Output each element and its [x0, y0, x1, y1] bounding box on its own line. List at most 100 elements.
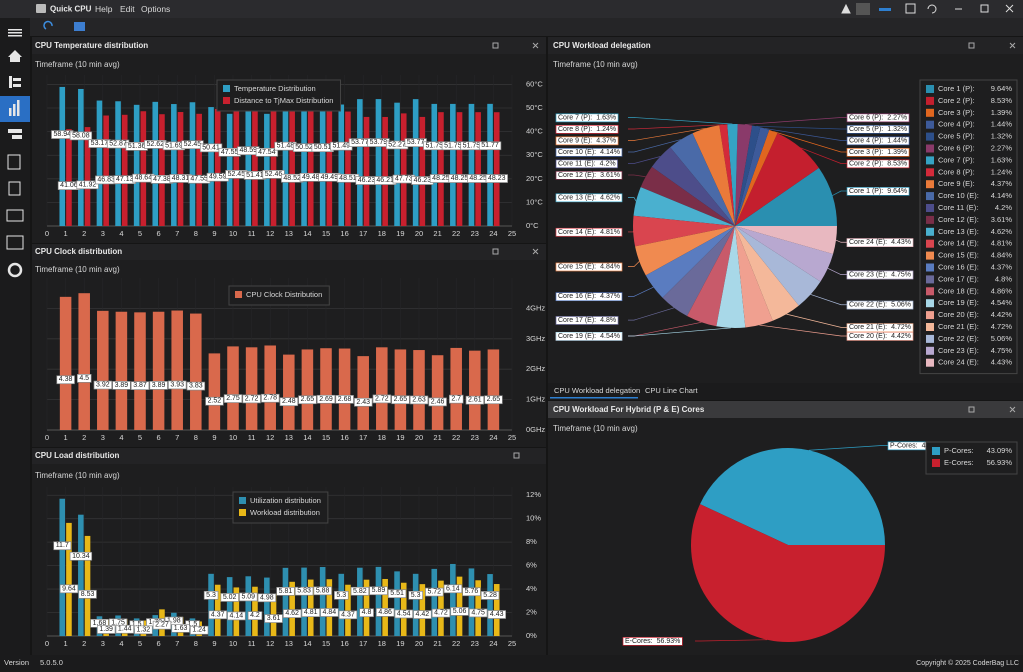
menu-item[interactable]: Help	[95, 4, 113, 14]
x-tick-label: 11	[248, 229, 256, 238]
bar	[214, 584, 221, 636]
float-button[interactable]	[968, 42, 975, 49]
x-tick-label: 2	[82, 433, 86, 442]
label-box	[462, 587, 481, 597]
bar	[289, 581, 295, 636]
label-box	[335, 395, 354, 404]
data-label: 5.72	[427, 589, 441, 596]
pie-slice	[719, 124, 735, 226]
x-tick-label: 17	[359, 639, 367, 648]
x-tick-label: 1	[64, 229, 68, 238]
undo-button[interactable]	[927, 4, 937, 14]
legend-swatch	[926, 275, 934, 284]
data-label: 41.06	[60, 182, 78, 189]
label-box	[555, 193, 623, 203]
legend-swatch	[926, 263, 934, 272]
data-label: 58.94	[53, 131, 71, 138]
close-button[interactable]	[1005, 4, 1014, 13]
legend-value: 4.54%	[991, 298, 1013, 307]
float-button[interactable]	[492, 248, 499, 255]
callout-line	[628, 286, 654, 297]
x-tick-label: 22	[452, 639, 460, 648]
menu-icon[interactable]	[8, 29, 22, 31]
callout-line	[628, 261, 640, 267]
callout-value: 4.14%	[600, 149, 620, 156]
label-box	[478, 141, 502, 151]
legend-swatch	[926, 144, 934, 153]
data-label: 53.77	[351, 139, 369, 146]
callout-value: 4.8%	[600, 317, 616, 324]
maximize-button[interactable]	[980, 4, 989, 13]
layout-button[interactable]	[74, 22, 85, 31]
x-tick-label: 4	[119, 229, 123, 238]
gear-icon[interactable]	[7, 262, 23, 278]
close-button[interactable]	[1009, 406, 1016, 413]
label-box	[375, 608, 395, 617]
label-box	[555, 331, 623, 341]
y-tick-label: 4%	[526, 584, 537, 593]
label-box	[242, 394, 261, 404]
callout-line	[628, 197, 637, 202]
data-label: 4.86	[378, 609, 392, 616]
legend-swatch	[926, 132, 934, 141]
y-tick-label: 40°C	[526, 127, 543, 136]
bar	[382, 578, 388, 636]
panel-header	[32, 37, 546, 54]
x-tick-label: 7	[175, 229, 179, 238]
x-tick-label: 22	[452, 433, 460, 442]
callout-line	[628, 117, 733, 125]
tab[interactable]: CPU Line Chart	[645, 386, 698, 395]
bar	[375, 99, 382, 226]
tree-icon[interactable]	[9, 76, 12, 88]
bar	[152, 311, 165, 430]
callout-value: 2.27%	[887, 114, 907, 121]
x-tick-label: 12	[266, 433, 274, 442]
float-button[interactable]	[492, 42, 499, 49]
grid-icon[interactable]	[6, 235, 24, 250]
data-label: 5.28	[483, 592, 497, 599]
bar	[419, 116, 426, 226]
bar	[226, 577, 233, 636]
data-label: 4.38	[59, 376, 73, 383]
x-tick-label: 8	[194, 639, 198, 648]
float-button[interactable]	[968, 406, 975, 413]
label-box	[338, 610, 358, 620]
bars-icon[interactable]	[8, 129, 22, 133]
data-label: 2.46	[431, 398, 445, 405]
bar	[493, 112, 500, 226]
label-box	[247, 611, 263, 620]
float-button[interactable]	[513, 452, 520, 459]
menu-item[interactable]: Options	[141, 4, 170, 14]
legend-swatch	[223, 85, 230, 92]
bar	[66, 522, 72, 636]
toggle-button[interactable]	[856, 3, 870, 15]
close-button[interactable]	[1009, 42, 1016, 49]
callout-line	[628, 127, 706, 141]
settings-list-icon[interactable]	[7, 154, 21, 170]
x-tick-label: 14	[303, 433, 311, 442]
report-icon[interactable]	[8, 181, 21, 196]
close-button[interactable]	[532, 42, 539, 49]
menu-item[interactable]: Edit	[120, 4, 135, 14]
x-tick-label: 23	[471, 229, 479, 238]
home-icon[interactable]	[8, 50, 22, 62]
legend-swatch	[223, 97, 230, 104]
toggle-button[interactable]	[879, 8, 891, 11]
bar	[270, 102, 277, 226]
data-label: 2.63	[412, 396, 426, 403]
alert-button[interactable]	[841, 3, 851, 14]
tab[interactable]: CPU Workload delegation	[554, 386, 640, 395]
data-label: 2.78	[263, 395, 277, 402]
data-label: 3.93	[170, 381, 184, 388]
refresh-button[interactable]	[43, 20, 53, 30]
data-label: 4.62	[285, 610, 299, 617]
close-button[interactable]	[532, 248, 539, 255]
label-box	[203, 590, 219, 600]
legend-value: 2.27%	[991, 143, 1013, 152]
bar	[252, 104, 258, 226]
bar	[78, 88, 84, 226]
book-icon[interactable]	[6, 209, 24, 222]
legend-value: 4.72%	[991, 322, 1013, 331]
data-label: 51.69	[165, 142, 183, 149]
screenshot-button[interactable]	[905, 3, 916, 14]
